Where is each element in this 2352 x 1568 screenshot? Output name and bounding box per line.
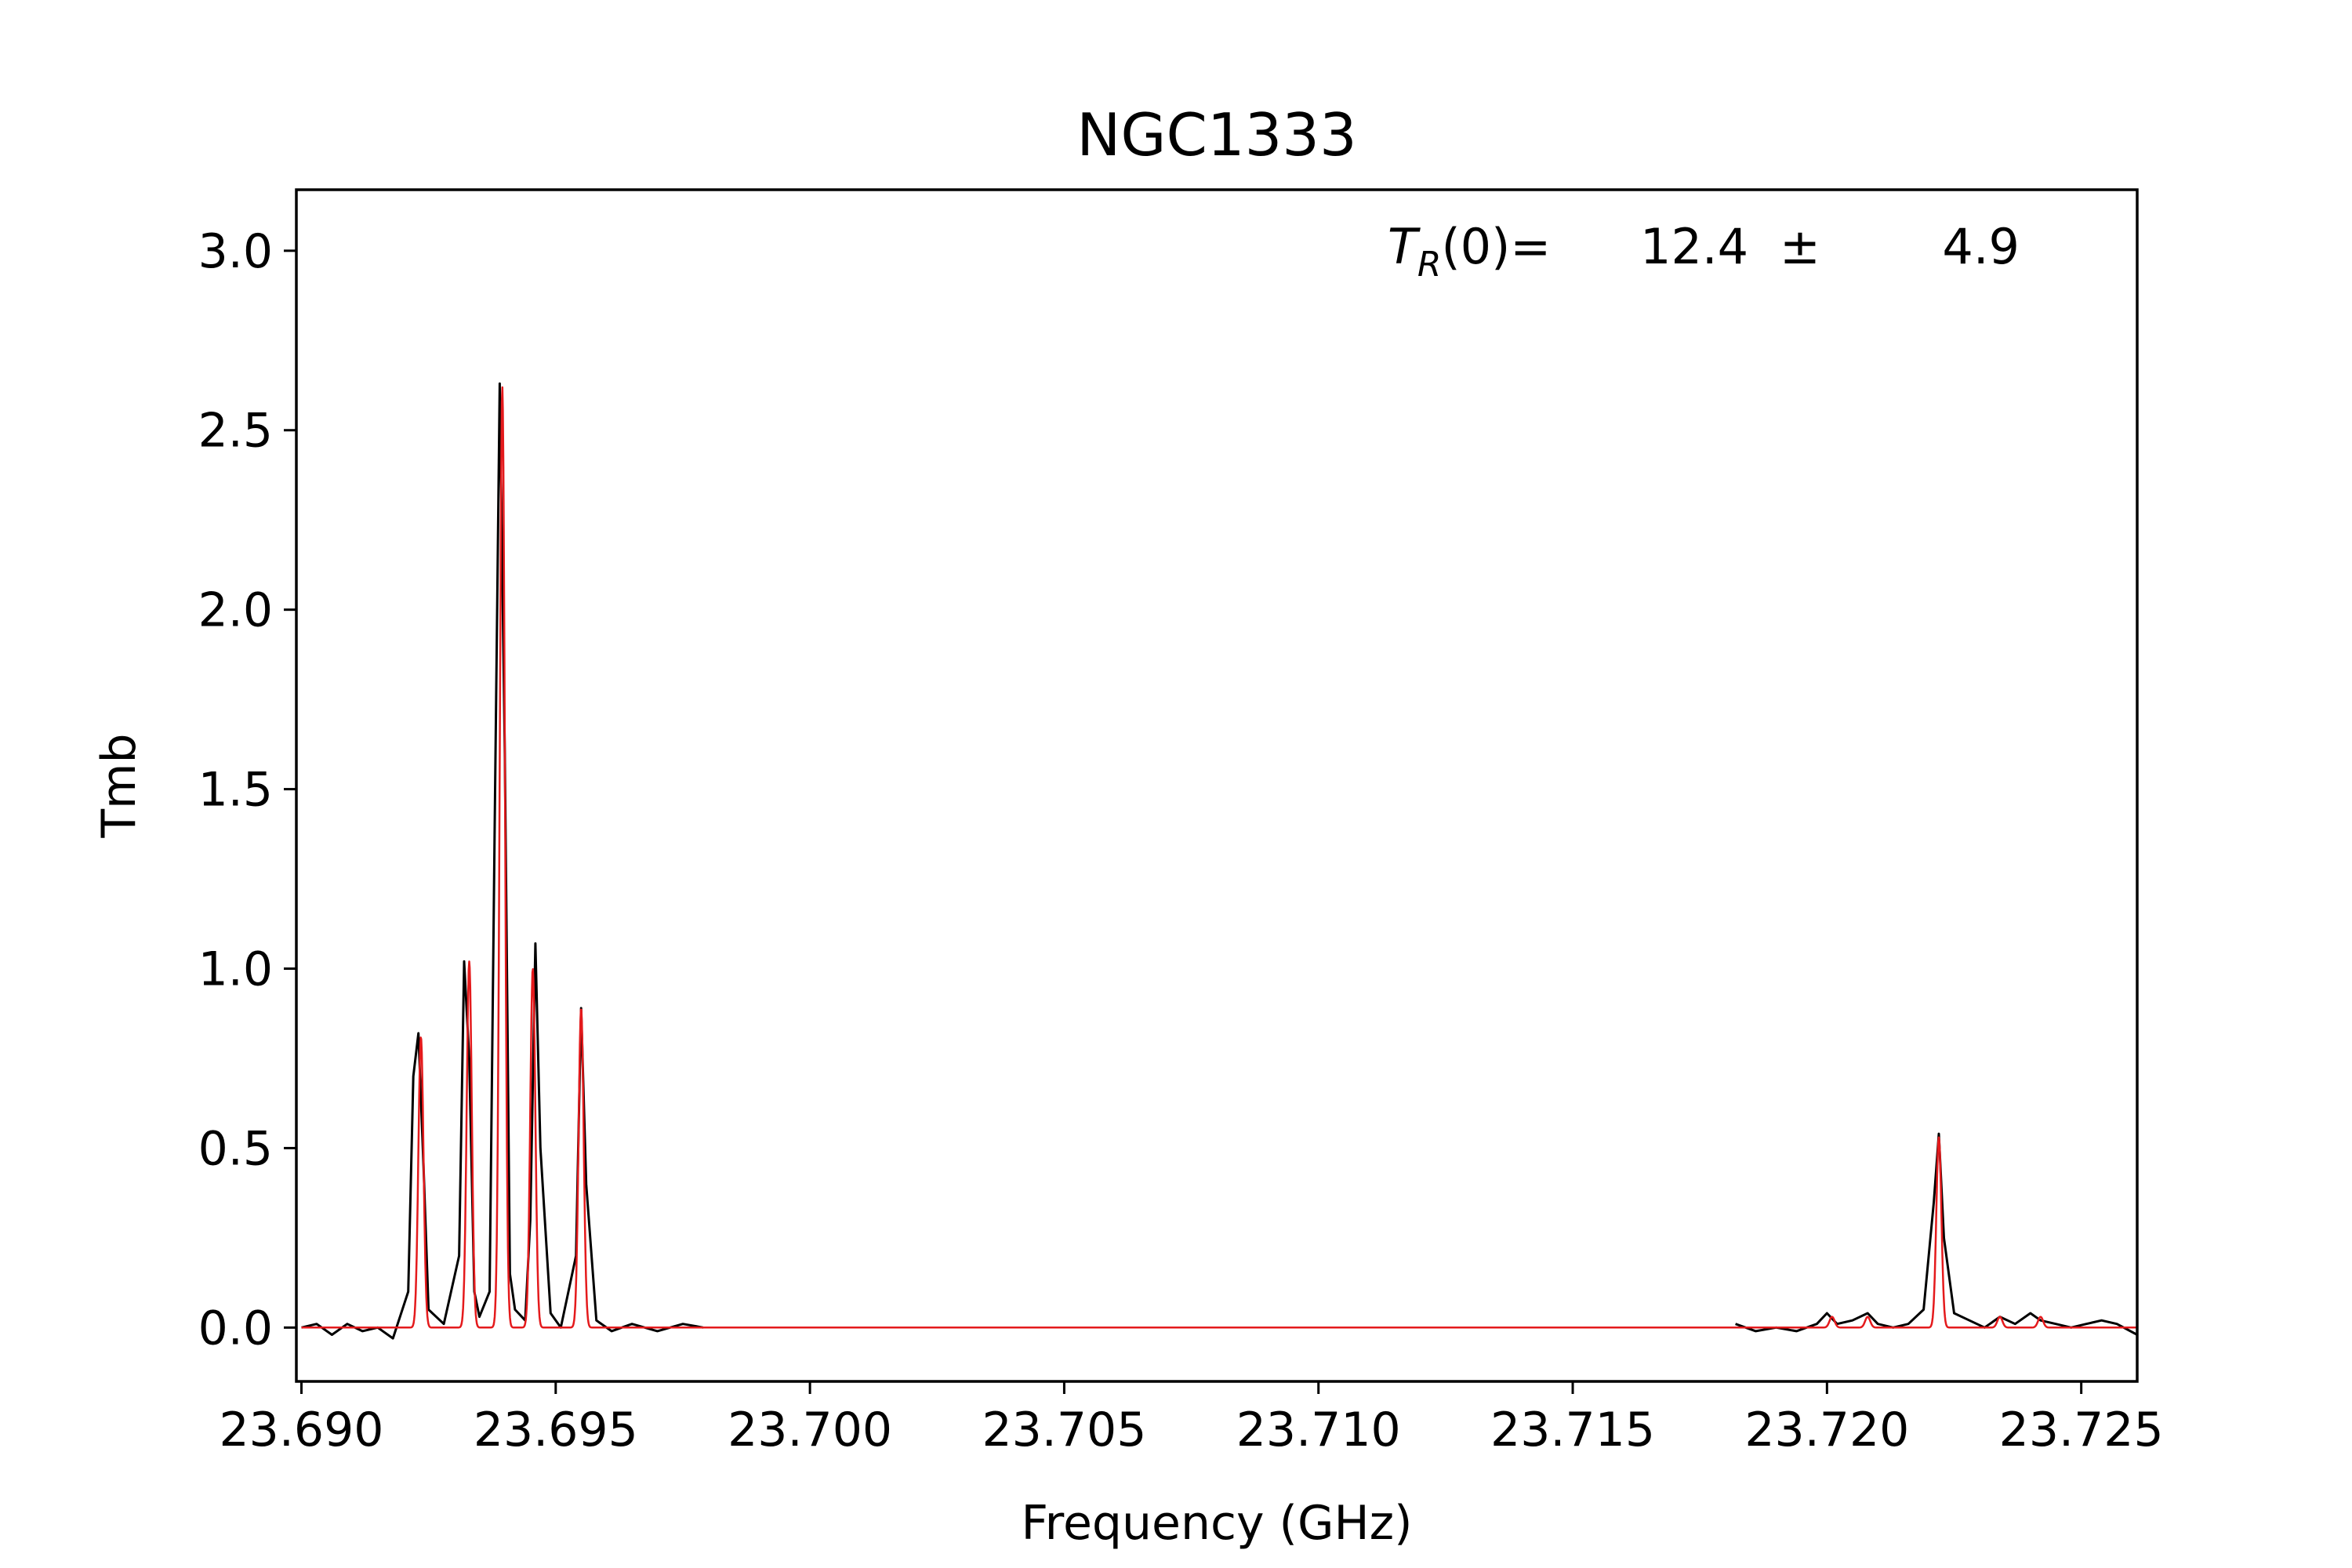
x-axis-label: Frequency (GHz) xyxy=(1022,1496,1413,1551)
x-tick-label: 23.715 xyxy=(1490,1403,1655,1457)
tr-annotation-error: 4.9 xyxy=(1942,218,2020,275)
chart-title: NGC1333 xyxy=(1076,100,1356,169)
y-axis: 0.0 0.5 1.0 1.5 2.0 2.5 3.0 xyxy=(198,224,296,1356)
tr-annotation-pm: ± xyxy=(1780,218,1820,275)
y-tick-label: 2.0 xyxy=(198,583,273,638)
x-tick-label: 23.720 xyxy=(1744,1403,1909,1457)
y-tick-label: 1.0 xyxy=(198,942,273,996)
x-tick-label: 23.695 xyxy=(474,1403,638,1457)
fit-model-line xyxy=(300,386,2137,1329)
x-tick-label: 23.710 xyxy=(1236,1403,1401,1457)
x-tick-label: 23.725 xyxy=(1999,1403,2164,1457)
y-tick-label: 0.0 xyxy=(198,1301,273,1356)
y-tick-label: 2.5 xyxy=(198,404,273,459)
tr-annotation-value: 12.4 xyxy=(1640,218,1748,275)
observed-spectrum-line xyxy=(1735,1132,2137,1336)
y-axis-label: Tmb xyxy=(92,733,147,838)
plot-frame xyxy=(295,188,2139,1383)
x-axis: 23.690 23.695 23.700 23.705 23.710 23.715 23.7… xyxy=(220,1381,2164,1457)
series-layer xyxy=(300,382,2137,1340)
y-tick-label: 1.5 xyxy=(198,763,273,818)
y-tick-label: 3.0 xyxy=(198,224,273,279)
tr-annotation-label: TR(0)= xyxy=(1388,218,1551,285)
x-tick-label: 23.705 xyxy=(982,1403,1146,1457)
x-tick-label: 23.690 xyxy=(220,1403,384,1457)
y-tick-label: 0.5 xyxy=(198,1121,273,1176)
x-tick-label: 23.700 xyxy=(728,1403,892,1457)
